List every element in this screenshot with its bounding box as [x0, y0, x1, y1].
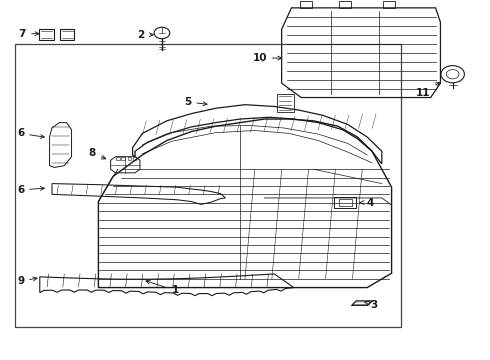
Text: 10: 10 — [252, 53, 282, 63]
Text: 9: 9 — [17, 276, 37, 286]
Text: 6: 6 — [17, 129, 45, 139]
Text: 3: 3 — [365, 300, 378, 310]
Text: 2: 2 — [138, 30, 153, 40]
Text: 5: 5 — [184, 97, 207, 107]
Text: 4: 4 — [360, 198, 373, 208]
Text: 1: 1 — [146, 280, 179, 296]
Text: 7: 7 — [19, 29, 39, 39]
Text: 6: 6 — [17, 185, 44, 195]
Text: 8: 8 — [89, 148, 106, 159]
Text: 11: 11 — [416, 82, 440, 98]
